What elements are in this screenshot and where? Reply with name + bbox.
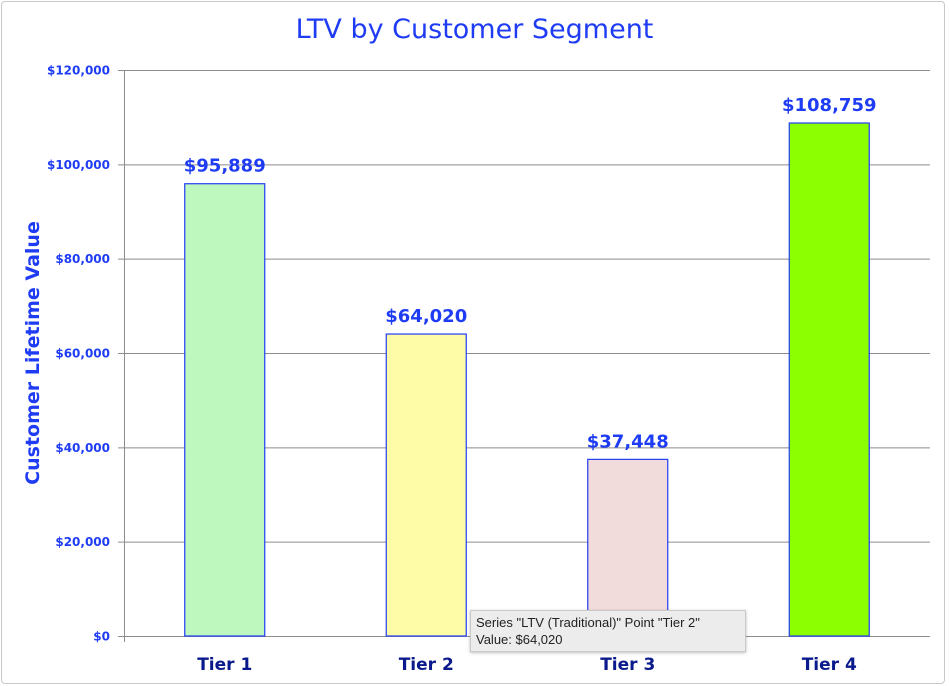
y-tick-label: $80,000 [55,252,110,266]
tooltip-line-series: Series "LTV (Traditional)" Point "Tier 2… [476,615,700,630]
x-tick-label: Tier 2 [399,655,454,675]
data-label: $108,759 [782,95,877,116]
y-tick-label: $0 [93,630,110,644]
x-tick-label: Tier 1 [197,655,252,675]
data-label: $95,889 [184,156,266,177]
data-label: $37,448 [587,431,669,452]
bar-tier-3 [587,458,669,637]
y-tick-label: $100,000 [47,158,110,172]
y-tick-label: $20,000 [55,535,110,549]
tooltip-line-value: Value: $64,020 [476,632,563,647]
tooltip: Series "LTV (Traditional)" Point "Tier 2… [470,610,746,652]
x-tick-label: Tier 3 [600,655,655,675]
x-tick-label: Tier 4 [802,655,857,675]
y-tick-label: $120,000 [47,64,110,78]
data-label: $64,020 [385,306,467,327]
chart-title: LTV by Customer Segment [295,14,654,45]
bar-tier-1 [184,183,266,637]
bar-tier-4 [788,122,870,637]
y-tick-label: $60,000 [55,347,110,361]
bar-tier-2 [385,333,467,637]
y-tick-label: $40,000 [55,441,110,455]
